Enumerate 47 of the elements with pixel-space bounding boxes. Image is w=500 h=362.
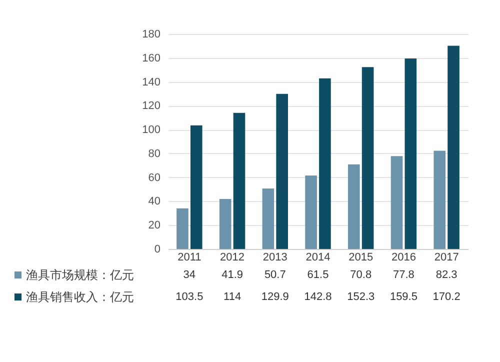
bar — [404, 58, 417, 249]
y-tick-label: 20 — [148, 220, 160, 232]
bar — [233, 112, 246, 249]
y-tick-label: 180 — [142, 28, 160, 40]
data-label: 159.5 — [390, 291, 418, 303]
legend-label: 渔具销售收入：亿元 — [26, 290, 134, 304]
data-label: 103.5 — [176, 291, 204, 303]
bar — [262, 188, 274, 249]
data-label: 82.3 — [436, 269, 458, 281]
bar — [448, 46, 460, 249]
x-tick-label: 2017 — [434, 252, 459, 264]
bar — [348, 164, 360, 249]
y-tick-label: 60 — [148, 172, 160, 184]
x-tick-label: 2015 — [348, 252, 374, 264]
bar — [434, 150, 446, 249]
y-tick-label: 40 — [148, 196, 160, 208]
data-label: 50.7 — [264, 269, 286, 281]
y-tick-label: 0 — [154, 244, 160, 256]
data-label: 152.3 — [347, 291, 375, 303]
bar — [190, 125, 202, 249]
data-label: 129.9 — [261, 291, 289, 303]
x-tick-label: 2011 — [178, 252, 202, 264]
bar — [362, 67, 374, 249]
data-label: 34 — [183, 269, 196, 281]
bar — [176, 208, 188, 249]
data-label: 114 — [224, 291, 242, 303]
legend-label: 渔具市场规模：亿元 — [26, 268, 134, 282]
x-tick-label: 2014 — [306, 252, 330, 264]
bar — [390, 156, 403, 249]
x-tick-label: 2012 — [220, 252, 245, 264]
x-tick-label: 2016 — [391, 252, 416, 264]
y-tick-label: 140 — [142, 76, 160, 88]
data-label: 170.2 — [432, 291, 460, 303]
data-label: 70.8 — [350, 269, 372, 281]
bar — [276, 94, 288, 249]
data-label: 142.8 — [304, 291, 332, 303]
data-label: 77.8 — [393, 269, 414, 281]
data-label: 61.5 — [307, 269, 329, 281]
y-tick-label: 120 — [142, 100, 160, 112]
y-tick-label: 160 — [142, 52, 160, 64]
y-tick-label: 80 — [148, 148, 160, 160]
bar — [319, 78, 331, 249]
bar — [219, 198, 232, 249]
data-label: 41.9 — [222, 269, 243, 281]
bar — [305, 176, 317, 249]
x-tick-label: 2013 — [262, 252, 288, 264]
y-tick-label: 100 — [142, 124, 160, 136]
